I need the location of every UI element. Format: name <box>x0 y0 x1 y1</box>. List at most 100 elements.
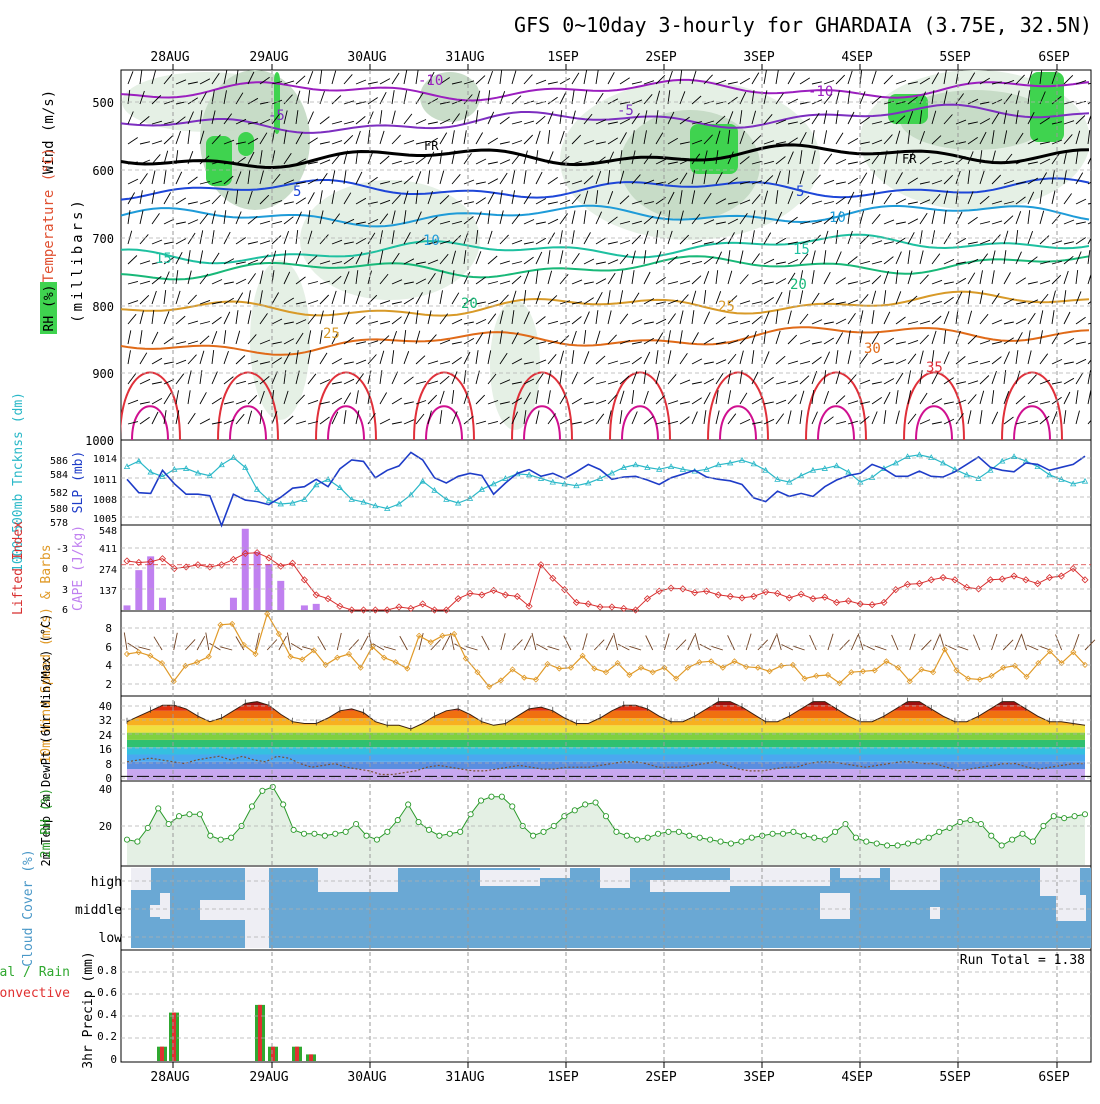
surface-wind-barb <box>593 639 605 651</box>
wind-barb <box>703 361 714 365</box>
precip-legend-total: Total / Rain <box>0 965 70 980</box>
rh-high-shade <box>274 72 280 134</box>
wind-barb <box>715 316 726 325</box>
wind-barb <box>571 230 575 245</box>
wind-barb <box>451 174 461 185</box>
wind-speed-marker <box>1023 673 1030 680</box>
wind-barb <box>919 300 931 305</box>
wind-barb <box>271 220 283 225</box>
wind-barb <box>151 398 163 405</box>
surface-wind-barb <box>827 633 834 651</box>
thickness-marker <box>987 466 994 473</box>
wind-barb <box>691 290 697 305</box>
wind-barb <box>499 310 504 325</box>
wind-barb <box>871 70 877 85</box>
rh-marker <box>571 807 578 814</box>
surface-wind-barb <box>442 635 451 651</box>
wind-barb <box>895 80 907 85</box>
wind-barb <box>259 270 264 285</box>
rh-marker <box>602 813 610 820</box>
wind-barb <box>439 375 450 385</box>
upper-ylabel-units: (millibars) <box>70 197 86 323</box>
wind-barb <box>871 213 881 225</box>
wind-barb <box>487 330 492 345</box>
wind-barb <box>763 376 774 385</box>
wind-barb <box>511 331 519 345</box>
wind-barb <box>883 134 893 145</box>
wind-barb <box>235 156 246 165</box>
wind-barb <box>1087 322 1091 325</box>
wind-barb <box>979 313 989 325</box>
wind-barb <box>463 370 467 385</box>
wind-barb <box>403 139 415 145</box>
wind-barb <box>835 251 842 265</box>
thickness-marker <box>230 454 237 460</box>
wind-barb <box>919 350 924 365</box>
wind-barb <box>319 234 329 245</box>
wind-barb <box>247 170 251 185</box>
rh-marker <box>634 836 641 843</box>
wind-barb <box>727 413 737 425</box>
wind-barb <box>799 410 803 425</box>
wind-barb <box>799 270 804 285</box>
wind-barb <box>199 230 204 245</box>
wind-barb <box>967 410 972 425</box>
wind-barb <box>631 390 635 405</box>
wind-barb <box>523 74 533 85</box>
wind-barb <box>319 330 323 345</box>
temperature-contour <box>121 143 1090 170</box>
wind-barb <box>283 94 293 105</box>
thickness-marker <box>301 496 308 502</box>
wind-barb <box>547 250 551 265</box>
wind-barb <box>943 70 947 85</box>
wind-barb <box>931 72 939 85</box>
upper-air-layer <box>121 70 1091 440</box>
li-marker <box>277 562 285 570</box>
surface-wind-barb <box>430 639 441 651</box>
li-marker <box>714 591 722 599</box>
temp-tick-8: 8 <box>105 758 112 771</box>
wind-barb <box>595 237 607 245</box>
surface-wind-barb <box>531 632 537 651</box>
li-marker <box>726 592 734 600</box>
wind-barb <box>991 234 1001 245</box>
wind-barb <box>739 199 751 205</box>
wind-barb <box>835 395 846 405</box>
wind-barb <box>175 390 179 405</box>
surface-wind-barb <box>220 646 233 651</box>
wind-barb <box>691 381 702 385</box>
contour-label-15-a: 15 <box>155 251 172 267</box>
li-tick-m3: -3 <box>56 544 68 555</box>
wind-speed-marker <box>334 654 341 661</box>
wind-barb <box>919 274 929 285</box>
wind-barb <box>319 172 328 185</box>
wind-speed-marker <box>240 641 247 648</box>
wind-barb <box>475 158 487 165</box>
temperature-contour <box>121 326 1090 356</box>
wind-barb <box>1075 316 1086 325</box>
wind-barb <box>463 216 474 225</box>
wind-barb <box>307 330 312 345</box>
wind-barb <box>787 151 794 165</box>
wind-barb <box>559 274 569 285</box>
rh-marker <box>779 830 787 837</box>
wind-barb <box>859 379 871 385</box>
wind-barb <box>823 351 831 365</box>
wind-barb <box>283 152 292 165</box>
wind-barb <box>691 240 703 245</box>
wind-barb <box>919 370 923 385</box>
wind-barb <box>967 151 974 165</box>
wind-barb <box>307 313 317 325</box>
wind-barb <box>619 240 631 245</box>
wind-barb <box>991 174 1002 185</box>
wind-barb <box>199 130 205 145</box>
wind-barb <box>523 192 532 205</box>
precip-convective-bar <box>309 1054 313 1061</box>
surface-wind-barb <box>1020 633 1028 651</box>
wind-barb <box>931 301 943 305</box>
wind-barb <box>667 255 678 265</box>
rh-marker <box>675 828 682 835</box>
wind-barb <box>931 210 936 225</box>
temp-bands <box>127 701 1085 780</box>
li-line <box>126 552 1086 611</box>
